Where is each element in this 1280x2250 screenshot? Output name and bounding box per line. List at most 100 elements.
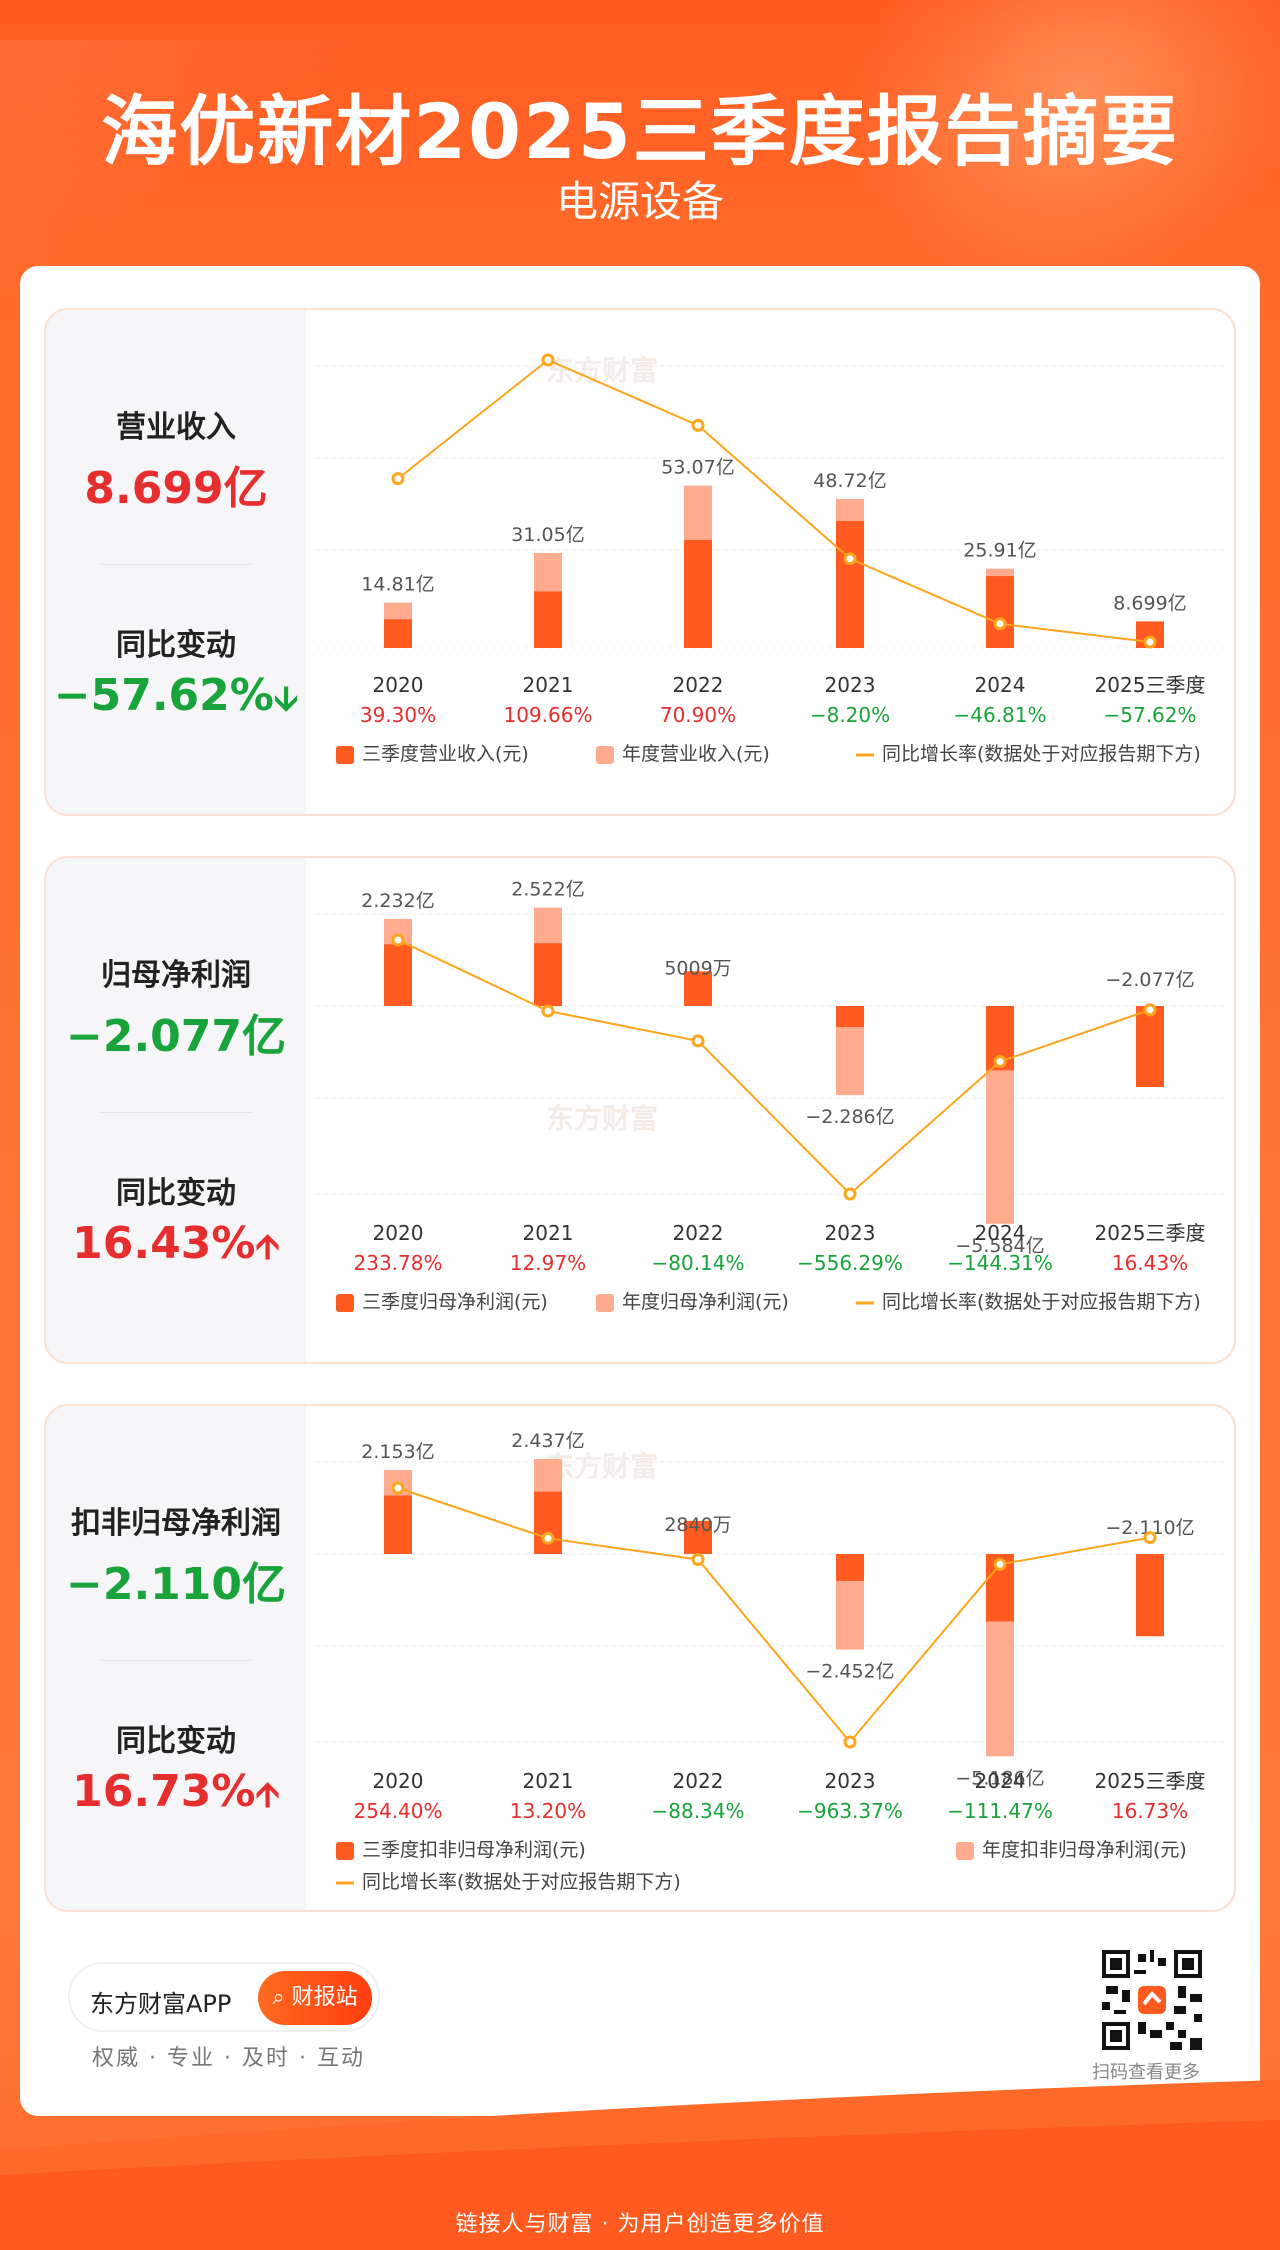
value-label: 8.699亿 — [1113, 592, 1186, 614]
growth-label: 254.40% — [354, 1799, 443, 1823]
arrow-up-icon: 🡩 — [255, 1227, 280, 1267]
category-label: 2024 — [975, 1769, 1026, 1793]
value-label: −5.186亿 — [955, 1767, 1044, 1789]
metric-value: −2.077亿 — [65, 1011, 287, 1062]
financial-report-button-label: 财报站 — [291, 1985, 358, 2010]
q3-bar — [684, 971, 712, 1006]
growth-point — [1143, 635, 1157, 649]
q3-bar — [684, 539, 712, 648]
growth-point — [541, 353, 555, 367]
growth-label: 109.66% — [504, 703, 593, 727]
change-label: 同比变动 — [116, 1724, 236, 1759]
legend-annual-swatch — [596, 1294, 614, 1312]
growth-line — [397, 358, 1151, 643]
net-profit-chart: 东方财富 2.232亿 2020 233.78% 2.522亿 2021 12.97% 500… — [316, 879, 1226, 1313]
growth-point — [391, 1481, 405, 1495]
metric-label: 营业收入 — [116, 410, 236, 445]
category-label: 2021 — [523, 1769, 574, 1793]
metric-label: 扣非归母净利润 — [71, 1506, 281, 1541]
tagline: 权威 · 专业 · 及时 · 互动 — [92, 2046, 365, 2071]
growth-label: −144.31% — [947, 1251, 1053, 1275]
value-label: −2.077亿 — [1105, 969, 1194, 991]
legend-q3-swatch — [336, 1842, 354, 1860]
growth-point — [391, 472, 405, 486]
growth-label: 12.97% — [510, 1251, 586, 1275]
growth-label: −57.62% — [1103, 703, 1196, 727]
value-label: 14.81亿 — [361, 574, 434, 596]
legend-q3-label: 三季度归母净利润(元) — [362, 1291, 548, 1313]
page-subtitle: 电源设备 — [555, 177, 724, 226]
legend-annual-label: 年度营业收入(元) — [622, 743, 770, 765]
category-label: 2024 — [975, 673, 1026, 697]
change-label: 同比变动 — [116, 628, 236, 663]
change-value: 16.43% — [72, 1218, 256, 1269]
watermark-logo: 东方财富 — [546, 1450, 658, 1483]
growth-label: 70.90% — [660, 703, 736, 727]
legend-q3-label: 三季度扣非归母净利润(元) — [362, 1839, 586, 1861]
legend-annual-label: 年度扣非归母净利润(元) — [982, 1839, 1187, 1861]
search-icon: ⌕ — [272, 1985, 292, 2010]
growth-point — [993, 1557, 1007, 1571]
category-label: 2023 — [825, 1221, 876, 1245]
growth-label: −8.20% — [810, 703, 890, 727]
growth-point — [1143, 1003, 1157, 1017]
legend-growth-label: 同比增长率(数据处于对应报告期下方) — [882, 1291, 1201, 1313]
q3-bar — [986, 576, 1014, 648]
growth-label: −963.37% — [797, 1799, 903, 1823]
value-label: 2.522亿 — [511, 879, 584, 901]
qr-code-icon[interactable] — [1102, 1950, 1202, 2050]
app-search-pill[interactable]: 东方财富APP ⌕ 财报站 — [68, 1962, 380, 2032]
growth-point — [843, 552, 857, 566]
category-label: 2025三季度 — [1095, 1221, 1206, 1245]
financial-report-button[interactable]: ⌕ 财报站 — [258, 1971, 372, 2025]
value-label: 2.232亿 — [361, 890, 434, 912]
app-name: 东方财富APP — [90, 1990, 232, 2018]
growth-label: −111.47% — [947, 1799, 1053, 1823]
growth-label: −80.14% — [651, 1251, 744, 1275]
category-label: 2025三季度 — [1095, 673, 1206, 697]
category-label: 2021 — [523, 1221, 574, 1245]
category-label: 2020 — [373, 1769, 424, 1793]
q3-bar — [384, 1495, 412, 1554]
growth-point — [391, 933, 405, 947]
value-label: −5.584亿 — [955, 1235, 1044, 1257]
legend-q3-label: 三季度营业收入(元) — [362, 743, 529, 765]
q3-bar — [384, 944, 412, 1006]
divider — [101, 564, 251, 565]
q3-bar — [1136, 1554, 1164, 1637]
deducted-profit-summary: 扣非归母净利润 −2.110亿 同比变动 16.73%🡩 — [46, 1406, 306, 1910]
growth-label: 39.30% — [360, 703, 436, 727]
change-value-wrap: 16.43%🡩 — [46, 1218, 306, 1280]
category-label: 2024 — [975, 1221, 1026, 1245]
legend-growth-label: 同比增长率(数据处于对应报告期下方) — [362, 1871, 681, 1893]
watermark-logo: 东方财富 — [546, 354, 658, 387]
growth-label: 16.73% — [1112, 1799, 1188, 1823]
metric-value: −2.110亿 — [65, 1559, 287, 1610]
growth-label: −46.81% — [953, 703, 1046, 727]
value-label: 2.153亿 — [361, 1441, 434, 1463]
deducted-profit-chart: 东方财富 2.153亿 2020 254.40% 2.437亿 2021 13.20% 284… — [316, 1430, 1226, 1893]
growth-label: −556.29% — [797, 1251, 903, 1275]
q3-bar — [836, 1554, 864, 1581]
legend-q3-swatch — [336, 1294, 354, 1312]
value-label: 5009万 — [664, 957, 731, 979]
arrow-up-icon: 🡩 — [255, 1775, 280, 1815]
q3-bar — [534, 943, 562, 1006]
value-label: 2840万 — [664, 1514, 731, 1536]
growth-label: 233.78% — [354, 1251, 443, 1275]
growth-line — [397, 1487, 1151, 1744]
category-label: 2020 — [373, 673, 424, 697]
category-label: 2023 — [825, 1769, 876, 1793]
legend-annual-swatch — [956, 1842, 974, 1860]
change-value-wrap: 16.73%🡩 — [46, 1766, 306, 1828]
category-label: 2022 — [673, 1769, 724, 1793]
growth-point — [541, 1004, 555, 1018]
value-label: −2.110亿 — [1105, 1517, 1194, 1539]
growth-point — [541, 1531, 555, 1545]
value-label: 2.437亿 — [511, 1430, 584, 1452]
category-label: 2025三季度 — [1095, 1769, 1206, 1793]
category-label: 2022 — [673, 1221, 724, 1245]
value-label: 53.07亿 — [661, 457, 734, 479]
category-label: 2023 — [825, 673, 876, 697]
legend-annual-label: 年度归母净利润(元) — [622, 1291, 789, 1313]
